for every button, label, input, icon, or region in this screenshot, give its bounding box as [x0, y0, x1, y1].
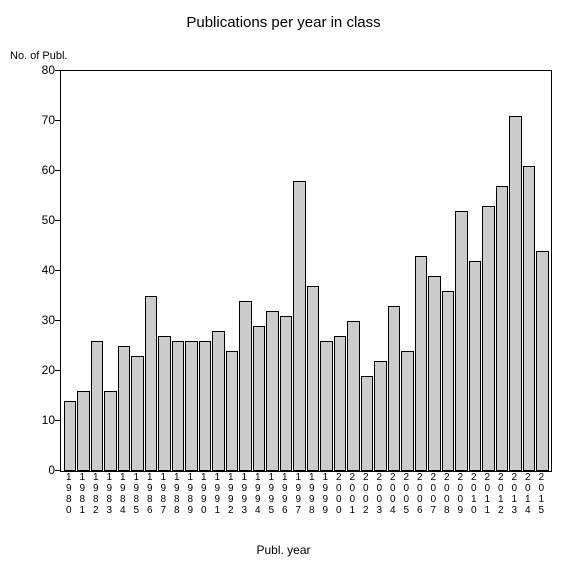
- x-tick-label: 1 9 8 4: [116, 472, 130, 516]
- chart-container: Publications per year in class No. of Pu…: [0, 0, 567, 567]
- bar: [199, 341, 212, 471]
- x-tick-label: 1 9 9 5: [265, 472, 279, 516]
- y-tick-label: 0: [25, 463, 55, 477]
- bar: [266, 311, 279, 471]
- bar: [64, 401, 77, 471]
- x-axis-label: Publ. year: [0, 543, 567, 557]
- y-tick-label: 60: [25, 163, 55, 177]
- bar: [104, 391, 117, 471]
- x-tick-label: 1 9 9 7: [292, 472, 306, 516]
- bar: [347, 321, 360, 471]
- x-tick-label: 1 9 8 3: [103, 472, 117, 516]
- plot-area: [60, 70, 552, 472]
- y-tick-label: 10: [25, 413, 55, 427]
- bar: [172, 341, 185, 471]
- bar: [239, 301, 252, 471]
- x-tick-label: 2 0 0 3: [373, 472, 387, 516]
- bar: [428, 276, 441, 471]
- bar: [536, 251, 549, 471]
- x-tick-label: 1 9 9 8: [305, 472, 319, 516]
- bar: [496, 186, 509, 471]
- bar: [131, 356, 144, 471]
- bar: [469, 261, 482, 471]
- bar: [401, 351, 414, 471]
- x-tick-label: 2 0 0 6: [413, 472, 427, 516]
- bar: [361, 376, 374, 471]
- bar: [118, 346, 131, 471]
- x-tick-label: 2 0 0 5: [400, 472, 414, 516]
- x-tick-label: 1 9 8 9: [184, 472, 198, 516]
- x-tick-label: 2 0 1 1: [481, 472, 495, 516]
- x-tick-label: 2 0 1 4: [521, 472, 535, 516]
- bar: [293, 181, 306, 471]
- y-tick-label: 50: [25, 213, 55, 227]
- x-tick-label: 1 9 9 9: [319, 472, 333, 516]
- bar: [320, 341, 333, 471]
- bar: [374, 361, 387, 471]
- x-tick-label: 1 9 8 0: [62, 472, 76, 516]
- bar: [442, 291, 455, 471]
- x-tick-label: 1 9 8 6: [143, 472, 157, 516]
- y-tick-label: 70: [25, 113, 55, 127]
- bar: [212, 331, 225, 471]
- y-axis-label: No. of Publ.: [10, 50, 67, 62]
- bar: [482, 206, 495, 471]
- bar: [388, 306, 401, 471]
- x-tick-labels: 1 9 8 01 9 8 11 9 8 21 9 8 31 9 8 41 9 8…: [60, 472, 550, 516]
- x-tick-label: 1 9 9 6: [278, 472, 292, 516]
- bar: [523, 166, 536, 471]
- bar: [307, 286, 320, 471]
- bar: [77, 391, 90, 471]
- y-tick-label: 20: [25, 363, 55, 377]
- x-tick-label: 2 0 0 9: [454, 472, 468, 516]
- bar: [145, 296, 158, 471]
- x-tick-label: 2 0 1 3: [508, 472, 522, 516]
- x-tick-label: 2 0 0 1: [346, 472, 360, 516]
- bar: [91, 341, 104, 471]
- bar: [280, 316, 293, 471]
- bar: [158, 336, 171, 471]
- x-tick-label: 1 9 8 2: [89, 472, 103, 516]
- bars: [61, 71, 551, 471]
- bar: [185, 341, 198, 471]
- x-tick-label: 1 9 9 2: [224, 472, 238, 516]
- x-tick-label: 1 9 9 1: [211, 472, 225, 516]
- x-tick-label: 1 9 9 4: [251, 472, 265, 516]
- x-tick-label: 2 0 0 4: [386, 472, 400, 516]
- x-tick-label: 1 9 8 7: [157, 472, 171, 516]
- y-tick-label: 40: [25, 263, 55, 277]
- x-tick-label: 2 0 1 5: [535, 472, 549, 516]
- x-tick-label: 2 0 0 7: [427, 472, 441, 516]
- x-tick-label: 2 0 0 2: [359, 472, 373, 516]
- x-tick-label: 2 0 1 0: [467, 472, 481, 516]
- x-tick-label: 2 0 1 2: [494, 472, 508, 516]
- x-tick-label: 2 0 0 8: [440, 472, 454, 516]
- x-tick-label: 1 9 8 1: [76, 472, 90, 516]
- bar: [455, 211, 468, 471]
- bar: [334, 336, 347, 471]
- bar: [253, 326, 266, 471]
- bar: [415, 256, 428, 471]
- x-tick-label: 1 9 8 8: [170, 472, 184, 516]
- x-tick-label: 2 0 0 0: [332, 472, 346, 516]
- x-tick-label: 1 9 8 5: [130, 472, 144, 516]
- bar: [226, 351, 239, 471]
- x-tick-label: 1 9 9 0: [197, 472, 211, 516]
- x-tick-label: 1 9 9 3: [238, 472, 252, 516]
- y-tick-label: 30: [25, 313, 55, 327]
- bar: [509, 116, 522, 471]
- y-tick-label: 80: [25, 63, 55, 77]
- chart-title: Publications per year in class: [0, 14, 567, 31]
